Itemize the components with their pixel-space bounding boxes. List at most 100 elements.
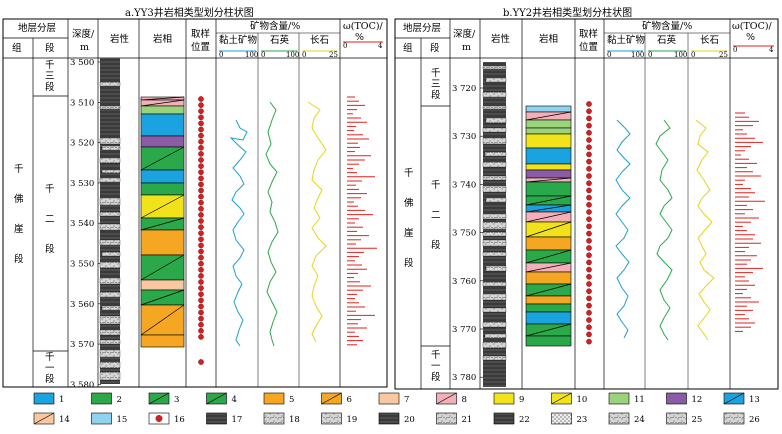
legend-swatch <box>666 392 687 405</box>
sample-point <box>198 126 204 133</box>
yy3-clay-header: 黏土矿物 <box>219 34 258 46</box>
yy3-toc-scale-max: 4 <box>378 42 383 50</box>
sample-point <box>586 194 592 201</box>
yy3-lithology-bands <box>99 81 121 381</box>
yy2-m3-char-1: 三 <box>431 79 441 90</box>
lithology-band <box>485 265 507 272</box>
legend-swatch-hatch <box>206 392 227 405</box>
sample-point <box>198 315 204 322</box>
sample-point <box>198 181 204 188</box>
sample-point <box>198 175 204 182</box>
yy2-clay-curve <box>615 119 631 339</box>
lithofacies-block <box>525 311 572 325</box>
yy3-depth-header: 深度/ <box>72 28 95 40</box>
yy3-m1-char-0: 千 <box>45 352 55 363</box>
depth-tick-label: 3 730 <box>452 132 476 142</box>
legend-swatch <box>263 412 285 425</box>
lithology-band <box>99 371 121 381</box>
lithology-band <box>99 315 121 325</box>
yy2-m1-char-0: 千 <box>431 350 441 361</box>
legend-label: 25 <box>692 415 703 425</box>
legend-label: 18 <box>289 415 300 425</box>
legend-label: 17 <box>232 415 243 425</box>
sample-point <box>586 209 592 215</box>
legend-label: 1 <box>59 395 64 405</box>
yy2-clay-scale-min: 0 <box>607 51 611 59</box>
lithology-band <box>482 281 507 287</box>
lithology-band <box>485 197 507 203</box>
sample-point <box>586 317 592 323</box>
legend-swatch <box>378 392 400 405</box>
yy3-feldspar-header: 长石 <box>310 34 329 46</box>
sample-point <box>198 303 204 310</box>
sample-point <box>586 201 592 208</box>
lithofacies-hatch <box>525 221 572 238</box>
yy3-feldspar-scale-min: 0 <box>302 51 306 59</box>
lithology-band <box>482 127 507 133</box>
lithofacies-hatch <box>140 146 185 171</box>
yy3-lithology-header: 岩性 <box>110 33 130 45</box>
legend-swatch <box>723 412 745 425</box>
lithology-band <box>99 361 121 369</box>
depth-tick-label: 3 760 <box>452 277 476 287</box>
yy3-m3-char-2: 段 <box>45 81 55 93</box>
depth-tick-label: 3 580 <box>70 380 94 390</box>
lithology-band <box>482 65 507 70</box>
lithology-band <box>99 277 121 285</box>
legend-swatch <box>493 412 515 425</box>
sample-point <box>198 205 204 212</box>
lithology-band <box>99 197 121 206</box>
sample-point <box>198 187 204 194</box>
legend-label: 20 <box>404 415 415 425</box>
sample-point <box>586 122 592 129</box>
lithology-band <box>99 105 121 110</box>
sample-point <box>198 224 204 230</box>
lithofacies-hatch <box>140 96 185 101</box>
yy2-sampling-header-2: 位置 <box>579 41 598 53</box>
yy3-clay-curve <box>229 119 248 347</box>
yy2-quartz-scale-min: 0 <box>648 51 652 59</box>
lithology-band <box>482 293 507 301</box>
lithology-band <box>99 81 121 87</box>
panel-yy2: 地层分层 组 段 深度/ m 岩性 岩相 取样 位置 矿物含量/% 黏土矿物 石… <box>394 18 779 390</box>
sample-point <box>586 216 592 222</box>
lithofacies-hatch <box>525 195 572 206</box>
depth-tick-label: 3 750 <box>452 229 476 239</box>
lithofacies-block <box>525 295 572 305</box>
lithology-band <box>482 355 507 361</box>
yy3-group-header: 组 <box>12 42 22 54</box>
yy2-lithofacies-column <box>525 105 572 347</box>
yy2-member2-label: 千 二 段 <box>431 180 441 251</box>
yy2-minerals-header: 矿物含量/% <box>642 20 692 32</box>
yy3-feldspar-scale-max: 25 <box>329 51 338 59</box>
legend-label: 12 <box>692 395 703 405</box>
legend-swatch-hatch <box>551 392 572 405</box>
yy2-clay-scale-max: 100 <box>631 51 644 59</box>
sample-point <box>198 199 204 206</box>
sample-point <box>198 359 204 365</box>
lithology-band <box>99 137 121 145</box>
lithology-band <box>482 213 507 220</box>
yy3-group-char-1: 佛 <box>14 193 24 205</box>
sample-point <box>586 324 592 331</box>
lithofacies-hatch <box>140 304 185 336</box>
yy3-member3-label: 千 三 段 <box>45 60 55 93</box>
legend-label: 14 <box>59 415 70 425</box>
yy2-toc-scale-max: 4 <box>769 46 774 54</box>
lithofacies-block <box>525 181 572 197</box>
sample-point <box>586 288 592 295</box>
depth-tick-label: 3 740 <box>452 180 476 190</box>
lithofacies-block <box>525 271 572 285</box>
sample-point <box>586 223 592 230</box>
sample-point <box>586 101 592 107</box>
sample-point <box>198 242 204 249</box>
lithology-band <box>99 157 121 164</box>
lithology-band <box>484 333 507 339</box>
lithology-band <box>99 211 121 217</box>
legend-label: 15 <box>117 415 128 425</box>
lithofacies-block <box>525 133 572 149</box>
lithofacies-block <box>525 105 572 113</box>
lithology-band <box>482 175 507 181</box>
